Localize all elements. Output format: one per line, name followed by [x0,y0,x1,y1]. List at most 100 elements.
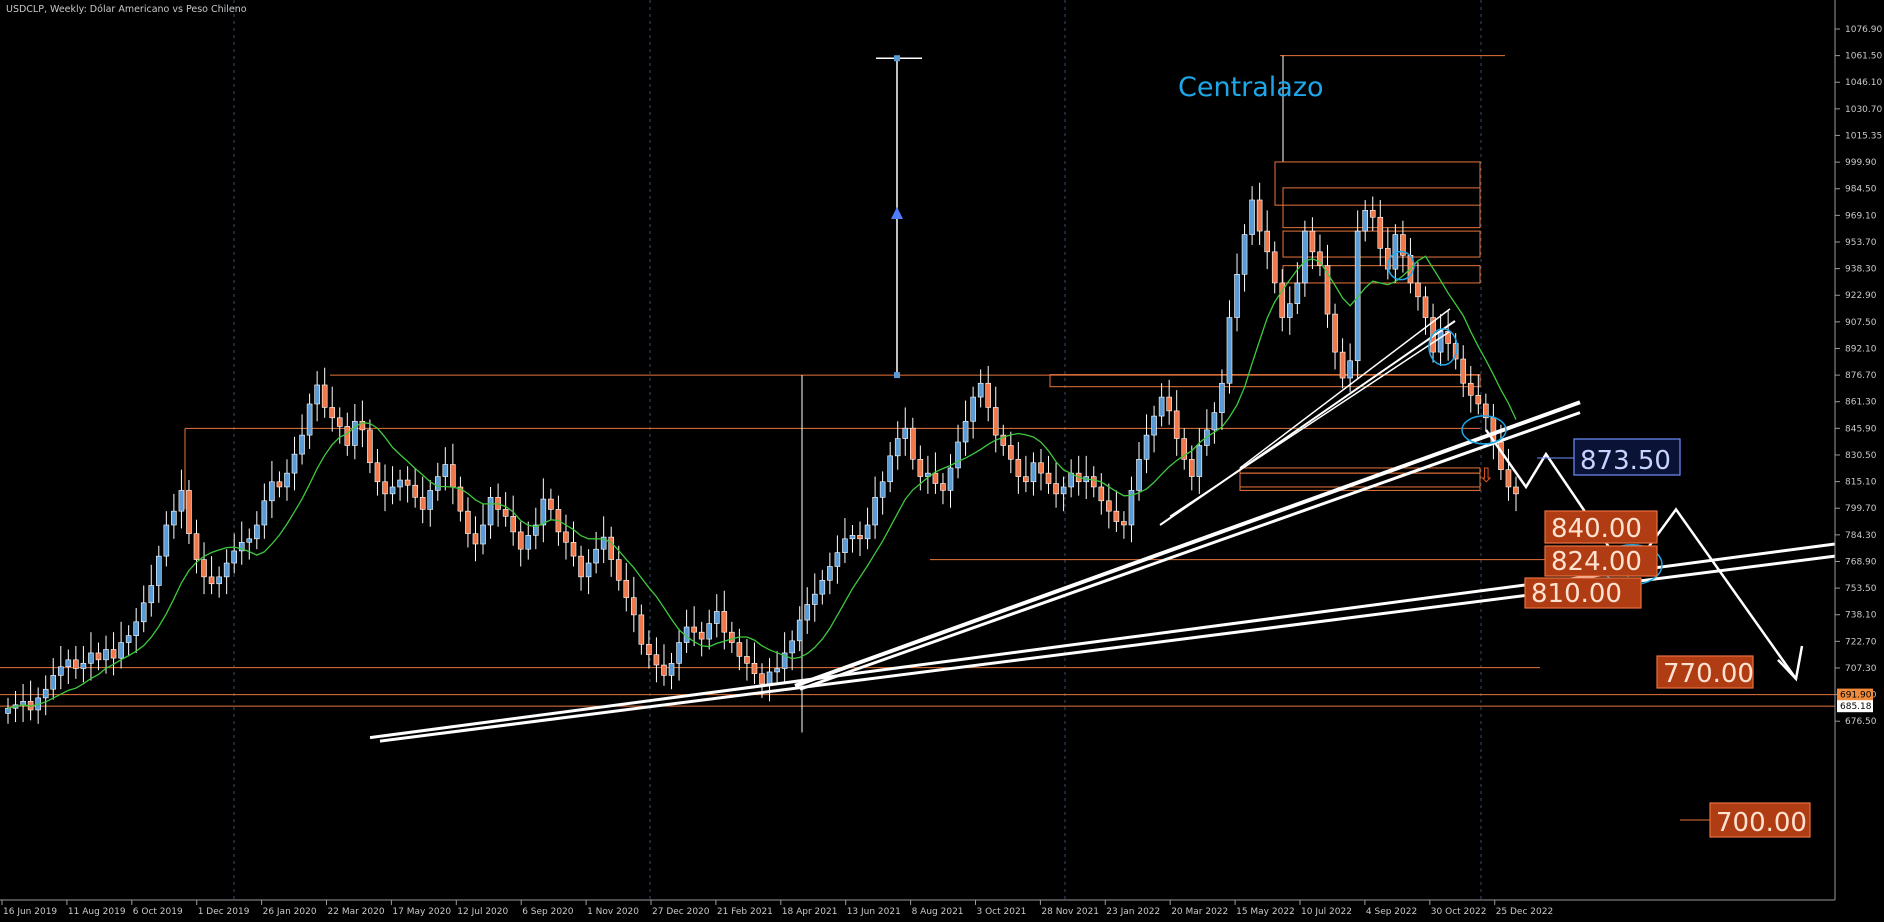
candle-body [374,462,381,483]
candle-body [525,535,532,550]
y-tick-label: 922.90 [1845,291,1877,301]
y-tick-label: 907.50 [1845,318,1877,328]
price-marker [1837,700,1873,713]
candle-body [985,382,992,408]
y-tick-label: 892.10 [1845,344,1877,354]
candle-body [1219,382,1225,413]
candle-body [1467,382,1474,396]
candle-body [276,481,283,488]
candle-body [336,417,343,427]
candle-body [1460,358,1467,384]
time-axis[interactable]: 16 Jun 2019 11 Aug 2019 6 Oct 2019 1 Dec 20… [1,900,1553,917]
candle-body [254,524,260,540]
candle-body [729,631,735,643]
x-tick-label: 1 Nov 2020 [587,907,639,917]
candle-body [811,593,818,605]
candle-body [1113,510,1120,522]
x-tick-label: 15 May 2022 [1236,907,1295,917]
candle-body [676,642,682,664]
candle-body [834,552,841,567]
chart-title: USDCLP, Weekly: Dólar Americano vs Peso … [6,4,247,15]
candle-body [284,472,290,488]
candle-body [465,510,471,534]
candle-body [774,668,780,673]
candle-body [638,614,645,645]
candle-body [842,538,848,553]
x-tick-label: 12 Jul 2020 [457,907,508,917]
candle-body [1136,458,1142,491]
candle-body [992,407,999,436]
candle-body [450,464,456,488]
candle-body [819,580,826,595]
candle-body [291,453,298,474]
candle-body [231,550,237,564]
candle-body [118,642,124,659]
level-label: 810.00 [1531,579,1622,609]
level-label: 700.00 [1716,808,1807,838]
candle-body [932,472,939,484]
candle-body [849,535,856,540]
measure-arrow-icon [891,206,903,219]
candle-body [1188,458,1195,477]
candle-body [502,509,509,517]
candle-body [857,535,863,540]
projection-arrowhead [1777,645,1804,682]
candle-body [1354,230,1361,362]
candle-body [389,486,396,495]
candle-body [623,580,630,598]
candle-body [1309,230,1316,253]
candle-body [1513,486,1519,495]
candle-body [5,707,11,714]
candle-body [1241,234,1248,275]
candle-body [789,640,795,654]
candle-body [148,585,155,604]
candle-body [1234,274,1240,318]
candle-body [781,652,788,669]
candle-body [1068,472,1074,488]
candle-body [1249,199,1255,235]
level-label: 840.00 [1551,514,1642,544]
candle-body [1158,396,1165,417]
price-axis[interactable]: 1076.90 1061.50 1046.10 1030.70 1015.35 999.9… [1835,25,1882,727]
x-tick-label: 4 Sep 2022 [1366,907,1417,917]
candle-body [1339,351,1346,379]
level-label-box [1544,510,1658,544]
x-tick-label: 27 Dec 2020 [652,907,710,917]
y-tick-label: 938.30 [1845,265,1877,275]
candle-body [578,555,584,578]
candle-body [887,455,893,483]
candle-body [1302,230,1308,284]
candle-body [1475,395,1482,405]
candle-body [864,524,871,540]
y-tick-label: 830.50 [1845,451,1877,461]
candle-body [193,533,200,560]
x-tick-label: 18 Apr 2021 [782,907,838,917]
price-marker-label: 691.90 [1840,691,1872,701]
candle-body [1452,343,1459,360]
trend-line [1239,308,1451,469]
candle-body [344,426,351,446]
centralazo-annotation: Centralazo [1178,72,1324,103]
level-label: 824.00 [1551,547,1642,577]
candle-body [548,498,554,510]
level-box [1274,161,1481,206]
candle-body [744,656,750,664]
candle-body [472,533,479,545]
candle-body [1400,234,1406,256]
candle-body [593,548,599,564]
candle-body [570,541,577,557]
candle-body [382,481,388,495]
level-label-box [1544,545,1658,577]
candle-body [631,597,637,616]
candle-body [1437,331,1444,353]
candle-body [457,486,464,512]
candle-body [1415,282,1421,298]
y-tick-label: 999.90 [1845,158,1877,168]
candle-body [668,662,675,676]
y-tick-label: 876.70 [1845,371,1877,381]
candle-body [359,420,366,431]
candle-body [201,559,207,578]
candle-body [442,464,449,477]
